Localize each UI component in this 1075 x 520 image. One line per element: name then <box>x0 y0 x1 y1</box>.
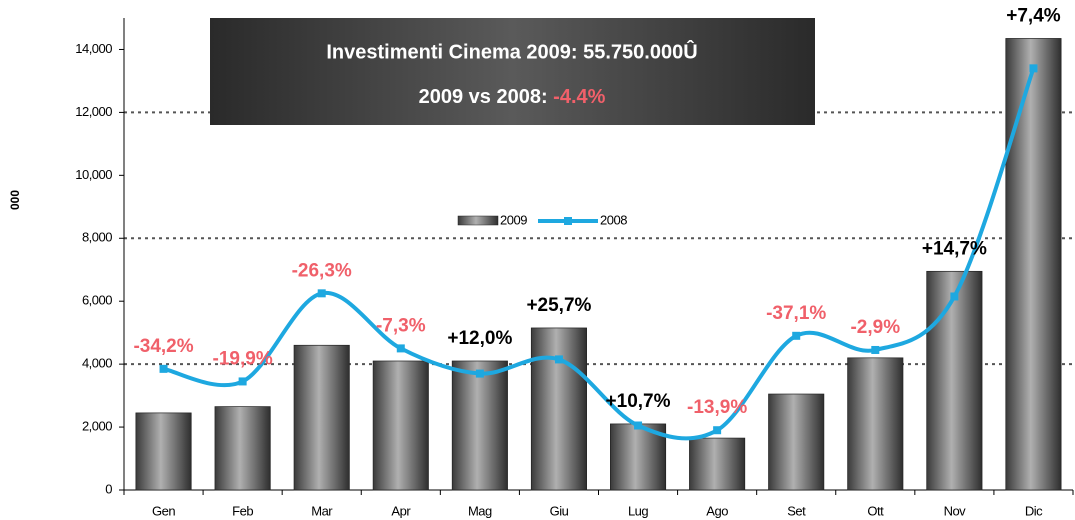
legend-swatch <box>457 215 499 226</box>
y-tick-label: 14,000 <box>75 41 112 56</box>
line <box>163 67 1036 441</box>
legend: 2009 2008 <box>457 212 628 227</box>
y-tick-label: 10,000 <box>75 167 112 182</box>
x-tick-label: Dic <box>1025 503 1043 518</box>
y-tick-label: 8,000 <box>82 230 112 245</box>
line-marker <box>713 426 722 435</box>
change-label: -7,3% <box>376 315 426 336</box>
x-tick-label: Nov <box>944 503 967 518</box>
change-label: -2,9% <box>850 317 900 338</box>
line-marker <box>317 289 326 298</box>
bar <box>768 393 825 491</box>
change-label: -19,9% <box>213 348 273 369</box>
line-marker <box>396 344 405 353</box>
y-tick-label: 12,000 <box>75 104 112 119</box>
y-tick-label: 6,000 <box>82 293 112 308</box>
bar <box>293 344 350 491</box>
line-marker <box>634 421 643 430</box>
legend-swatch <box>564 217 572 225</box>
change-label: -13,9% <box>687 397 747 418</box>
line-marker <box>159 364 168 373</box>
change-label: +25,7% <box>526 295 591 316</box>
change-label: +14,7% <box>922 238 987 259</box>
line-marker <box>475 369 484 378</box>
bar <box>451 360 508 491</box>
legend-label: 2009 <box>500 212 527 227</box>
bar <box>214 406 271 491</box>
title-box <box>210 18 815 125</box>
bar <box>135 412 192 491</box>
x-tick-label: Feb <box>232 503 253 518</box>
y-axis-title: 000 <box>8 190 22 210</box>
change-label: -26,3% <box>292 260 352 281</box>
change-label: +7,4% <box>1006 5 1061 26</box>
change-label: -34,2% <box>133 336 193 357</box>
x-tick-label: Apr <box>391 503 411 518</box>
change-label: -37,1% <box>766 303 826 324</box>
chart-title: Investimenti Cinema 2009: 55.750.000Û <box>326 39 697 63</box>
bar <box>689 437 746 491</box>
legend-label: 2008 <box>600 212 627 227</box>
bar <box>372 360 429 491</box>
line-marker <box>950 292 959 301</box>
bar <box>926 270 983 491</box>
line-marker <box>1029 64 1038 73</box>
line-marker <box>554 355 563 364</box>
x-tick-label: Gen <box>152 503 175 518</box>
bar <box>610 423 667 491</box>
x-tick-label: Mag <box>468 503 492 518</box>
chart-subtitle: 2009 vs 2008: -4.4% <box>419 86 606 108</box>
x-tick-label: Ago <box>706 503 728 518</box>
y-tick-label: 4,000 <box>82 356 112 371</box>
bar <box>530 327 587 491</box>
x-tick-label: Lug <box>628 503 648 518</box>
y-tick-label: 0 <box>105 481 112 496</box>
change-label: +12,0% <box>447 328 512 349</box>
x-tick-label: Set <box>787 503 806 518</box>
y-tick-label: 2,000 <box>82 419 112 434</box>
x-tick-label: Ott <box>867 503 884 518</box>
x-tick-label: Giu <box>550 503 569 518</box>
x-tick-label: Mar <box>311 503 333 518</box>
bar <box>1005 38 1062 491</box>
subtitle-text: 2009 vs 2008: <box>419 86 554 108</box>
subtitle-change: -4.4% <box>553 86 605 108</box>
bar <box>847 357 904 491</box>
line-marker <box>792 331 801 340</box>
line-marker <box>238 377 247 386</box>
line-marker <box>871 345 880 354</box>
change-label: +10,7% <box>606 391 671 412</box>
